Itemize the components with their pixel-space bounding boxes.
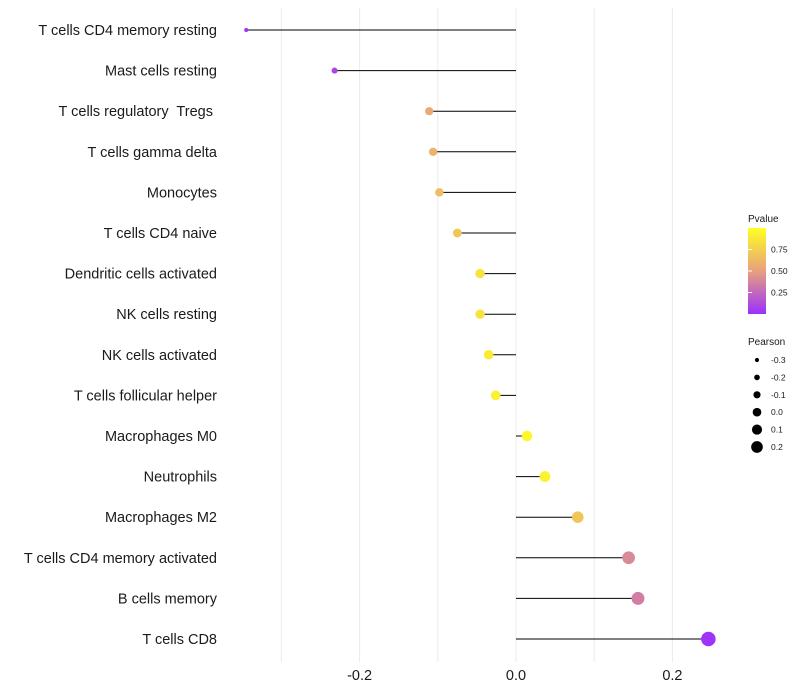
pearson-legend-title: Pearson xyxy=(748,337,785,348)
pvalue-legend-title: Pvalue xyxy=(748,214,779,225)
category-label: NK cells resting xyxy=(116,307,217,323)
lollipop-stems xyxy=(246,29,709,640)
pvalue-colorbar xyxy=(748,228,766,314)
lollipop-point xyxy=(571,511,584,523)
category-label: T cells CD8 xyxy=(142,632,217,648)
pearson-legend-label: -0.1 xyxy=(771,390,786,400)
category-label: T cells CD4 memory resting xyxy=(38,23,217,39)
pearson-legend-label: 0.1 xyxy=(771,425,783,435)
lollipop-point xyxy=(521,430,533,442)
pearson-legend-dot xyxy=(751,441,763,453)
lollipop-point xyxy=(452,228,462,238)
pvalue-tick-label: 0.75 xyxy=(771,245,788,255)
category-label: Monocytes xyxy=(147,185,217,201)
lollipop-point xyxy=(539,471,551,483)
gridlines xyxy=(280,8,673,662)
category-label: T cells CD4 naive xyxy=(104,226,217,242)
lollipop-points xyxy=(244,27,716,647)
pearson-legend-dot xyxy=(753,391,761,399)
lollipop-point xyxy=(483,350,494,360)
pearson-legend-label: 0.0 xyxy=(771,407,783,417)
lollipop-point xyxy=(435,188,444,197)
category-label: Macrophages M2 xyxy=(105,510,217,526)
lollipop-point xyxy=(425,107,434,116)
pvalue-tick-label: 0.50 xyxy=(771,266,788,276)
x-axis-tick-labels: -0.2 0.0 0.2 xyxy=(347,668,682,684)
pearson-legend-label: 0.2 xyxy=(771,442,783,452)
x-tick-label: 0.2 xyxy=(662,668,682,684)
category-label: Mast cells resting xyxy=(105,64,217,80)
category-labels: T cells CD4 memory resting Mast cells res… xyxy=(24,23,218,648)
pearson-legend-dot xyxy=(752,407,762,417)
pearson-legend-dot xyxy=(751,424,763,435)
pearson-legend-dot xyxy=(754,357,760,363)
lollipop-point xyxy=(490,390,501,401)
category-label: Dendritic cells activated xyxy=(65,267,217,283)
category-label: T cells follicular helper xyxy=(74,388,217,404)
lollipop-point xyxy=(701,631,716,647)
pearson-legend-label: -0.2 xyxy=(771,372,786,382)
category-label: Macrophages M0 xyxy=(105,429,217,445)
category-label: T cells gamma delta xyxy=(88,145,218,161)
category-label: Neutrophils xyxy=(144,470,217,486)
lollipop-point xyxy=(475,309,485,319)
x-tick-label: 0.0 xyxy=(506,668,526,684)
lollipop-point xyxy=(331,67,338,74)
pearson-legend-dot xyxy=(754,374,760,381)
x-tick-label: -0.2 xyxy=(347,668,372,684)
category-label: B cells memory xyxy=(118,591,218,607)
pearson-legend-label: -0.3 xyxy=(771,355,786,365)
pearson-legend: Pearson -0.3 -0.2 -0.1 0.0 0.1 0.2 xyxy=(748,337,786,453)
pvalue-tick-label: 0.25 xyxy=(771,288,788,298)
category-label: T cells CD4 memory activated xyxy=(24,551,217,567)
lollipop-point xyxy=(631,591,645,605)
category-label: NK cells activated xyxy=(102,348,217,364)
lollipop-point xyxy=(428,147,438,156)
lollipop-point xyxy=(244,27,249,33)
pvalue-legend: Pvalue 0.75 0.50 0.25 xyxy=(748,214,788,314)
lollipop-point xyxy=(475,268,485,279)
category-label: T cells regulatory Tregs xyxy=(59,104,218,120)
lollipop-point xyxy=(622,551,635,565)
